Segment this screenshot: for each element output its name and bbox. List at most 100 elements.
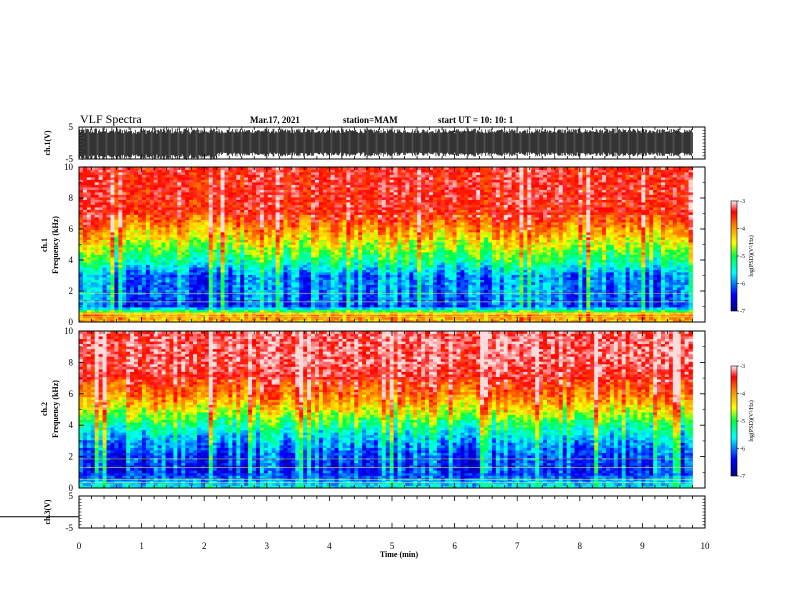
spectrogram-cell	[291, 315, 295, 318]
spectrogram-cell	[394, 245, 398, 248]
spectrogram-cell	[409, 245, 413, 248]
spectrogram-cell	[657, 252, 661, 255]
spectrogram-cell	[260, 295, 264, 298]
spectrogram-cell	[653, 265, 657, 268]
spectrogram-cell	[449, 302, 453, 305]
spectrogram-cell	[162, 262, 166, 265]
spectrogram-cell	[146, 290, 150, 293]
spectrogram-cell	[173, 287, 177, 290]
spectrogram-cell	[339, 265, 343, 268]
spectrogram-cell	[492, 262, 496, 265]
spectrogram-cell	[677, 250, 681, 253]
spectrogram-cell	[169, 270, 173, 273]
spectrogram-cell	[248, 282, 252, 285]
spectrogram-cell	[291, 280, 295, 283]
spectrogram-cell	[197, 255, 201, 258]
spectrogram-cell	[169, 305, 173, 308]
spectrogram-cell	[173, 307, 177, 310]
spectrogram-cell	[464, 260, 468, 263]
spectrogram-cell	[370, 305, 374, 308]
spectrogram-cell	[567, 267, 571, 270]
spectrogram-cell	[232, 255, 236, 258]
spectrogram-cell	[539, 257, 543, 260]
spectrogram-cell	[382, 275, 386, 278]
spectrogram-cell	[398, 252, 402, 255]
spectrogram-cell	[689, 315, 693, 318]
spectrogram-cell	[83, 287, 87, 290]
spectrogram-cell	[578, 307, 582, 310]
spectrogram-cell	[516, 267, 520, 270]
spectrogram-cell	[504, 302, 508, 305]
spectrogram-cell	[221, 257, 225, 260]
spectrogram-cell	[449, 280, 453, 283]
spectrogram-cell	[331, 280, 335, 283]
spectrogram-cell	[260, 287, 264, 290]
spectrogram-cell	[260, 277, 264, 280]
spectrogram-cell	[641, 245, 645, 248]
spectrogram-cell	[441, 285, 445, 288]
spectrogram-cell	[594, 277, 598, 280]
spectrogram-cell	[335, 257, 339, 260]
spectrogram-cell	[299, 255, 303, 258]
spectrogram-cell	[602, 295, 606, 298]
spectrogram-cell	[150, 287, 154, 290]
spectrogram-cell	[280, 302, 284, 305]
spectrogram-cell	[342, 262, 346, 265]
spectrogram-cell	[594, 280, 598, 283]
spectrogram-cell	[669, 307, 673, 310]
spectrogram-cell	[291, 287, 295, 290]
spectrogram-cell	[516, 287, 520, 290]
spectrogram-cell	[327, 285, 331, 288]
spectrogram-cell	[248, 307, 252, 310]
spectrogram-cell	[138, 282, 142, 285]
spectrogram-cell	[523, 295, 527, 298]
spectrogram-cell	[559, 267, 563, 270]
spectrogram-cell	[236, 255, 240, 258]
spectrogram-cell	[527, 285, 531, 288]
spectrogram-cell	[516, 260, 520, 263]
spectrogram-cell	[295, 287, 299, 290]
spectrogram-cell	[657, 287, 661, 290]
spectrogram-cell	[563, 302, 567, 305]
spectrogram-cell	[295, 260, 299, 263]
spectrogram-cell	[268, 297, 272, 300]
spectrogram-cell	[386, 282, 390, 285]
spectrogram-cell	[79, 255, 83, 258]
spectrogram-cell	[150, 297, 154, 300]
spectrogram-cell	[578, 277, 582, 280]
spectrogram-cell	[346, 270, 350, 273]
spectrogram-cell	[327, 255, 331, 258]
spectrogram-cell	[386, 310, 390, 313]
spectrogram-cell	[166, 250, 170, 253]
spectrogram-cell	[386, 272, 390, 275]
spectrogram-cell	[445, 272, 449, 275]
spectrogram-cell	[240, 307, 244, 310]
spectrogram-cell	[370, 245, 374, 248]
spectrogram-cell	[213, 295, 217, 298]
spectrogram-cell	[118, 245, 122, 248]
spectrogram-cell	[413, 245, 417, 248]
spectrogram-cell	[386, 252, 390, 255]
spectrogram-cell	[657, 270, 661, 273]
spectrogram-cell	[590, 260, 594, 263]
spectrogram-cell	[669, 315, 673, 318]
spectrogram-cell	[209, 285, 213, 288]
spectrogram-cell	[99, 282, 103, 285]
spectrogram-cell	[185, 257, 189, 260]
spectrogram-cell	[291, 272, 295, 275]
spectrogram-cell	[225, 272, 229, 275]
spectrogram-cell	[433, 310, 437, 313]
spectrogram-cell	[307, 252, 311, 255]
spectrogram-cell	[527, 277, 531, 280]
spectrogram-cell	[441, 290, 445, 293]
spectrogram-cell	[386, 287, 390, 290]
spectrogram-cell	[283, 275, 287, 278]
spectrogram-cell	[472, 280, 476, 283]
spectrogram-cell	[287, 285, 291, 288]
spectrogram-cell	[295, 262, 299, 265]
spectrogram-cell	[232, 270, 236, 273]
spectrogram-cell	[83, 252, 87, 255]
spectrogram-cell	[209, 297, 213, 300]
spectrogram-cell	[610, 255, 614, 258]
spectrogram-cell	[559, 285, 563, 288]
